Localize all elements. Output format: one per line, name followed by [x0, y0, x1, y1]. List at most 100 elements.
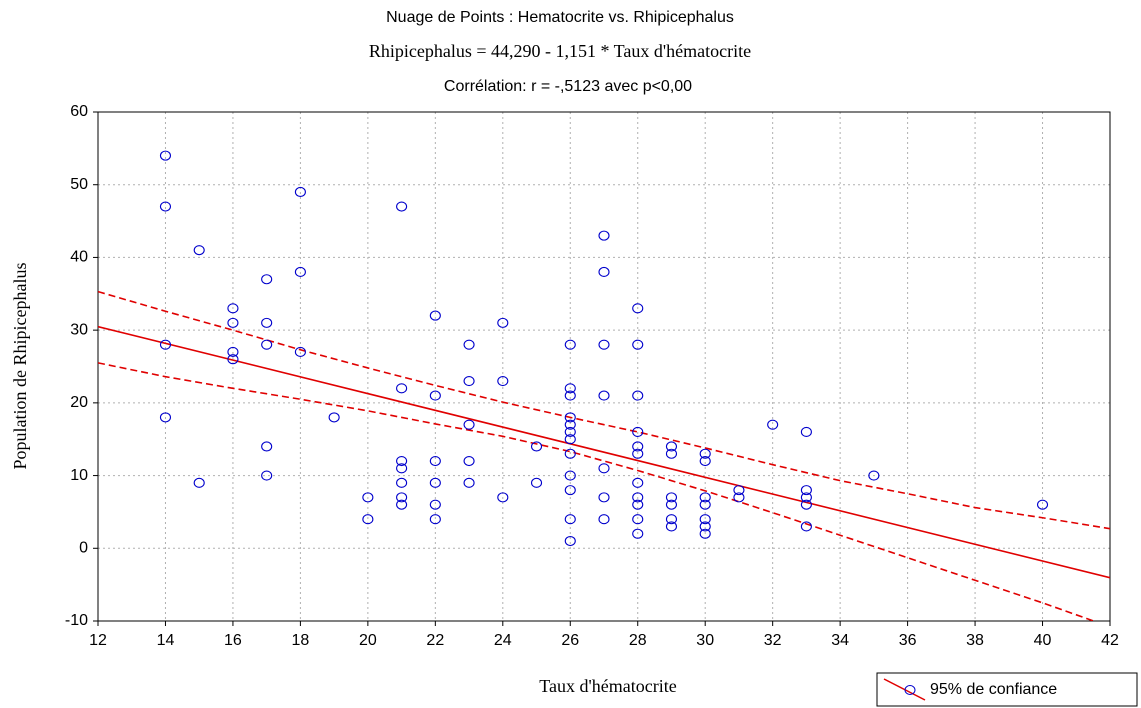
point — [497, 492, 509, 503]
point — [396, 383, 408, 394]
point — [564, 485, 576, 496]
x-tick-label: 28 — [629, 632, 647, 649]
point — [227, 346, 239, 358]
point — [193, 245, 205, 256]
legend-line — [883, 678, 926, 701]
legend-marker — [904, 685, 916, 695]
x-tick-label: 38 — [966, 632, 984, 649]
upper-line — [98, 290, 1110, 530]
fit-line — [98, 325, 1110, 579]
point — [632, 528, 644, 539]
point — [800, 499, 812, 510]
chart-subtitle: Rhipicephalus = 44,290 - 1,151 * Taux d'… — [369, 41, 751, 61]
point — [396, 499, 408, 510]
point — [665, 514, 678, 525]
annotation: Corrélation: r = -,5123 avec p<0,00 — [444, 78, 692, 95]
point — [396, 477, 408, 488]
point — [800, 492, 812, 503]
point — [699, 448, 711, 459]
x-tick-label: 26 — [561, 632, 579, 649]
point — [159, 201, 172, 212]
x-tick-label: 12 — [89, 632, 107, 649]
point — [699, 521, 711, 532]
point — [632, 499, 644, 510]
point — [564, 426, 576, 437]
point — [261, 470, 273, 481]
x-tick-label: 14 — [157, 632, 175, 649]
point — [564, 448, 576, 459]
y-tick-label: 40 — [70, 249, 88, 266]
x-tick-label: 24 — [494, 632, 512, 649]
point — [396, 463, 408, 474]
point — [362, 492, 374, 503]
point — [429, 390, 441, 401]
x-tick-label: 34 — [831, 632, 849, 649]
point — [564, 383, 576, 394]
point — [497, 375, 509, 387]
x-tick-label: 32 — [764, 632, 782, 649]
point — [699, 528, 711, 539]
point — [463, 375, 475, 387]
point — [429, 455, 441, 467]
point — [564, 339, 576, 350]
point — [598, 492, 610, 503]
point — [632, 303, 644, 314]
point — [632, 448, 644, 459]
point — [463, 455, 475, 467]
point — [800, 521, 812, 532]
point — [429, 514, 441, 525]
point — [733, 492, 745, 503]
y-tick-label: 10 — [70, 467, 88, 484]
point — [294, 266, 306, 278]
point — [396, 455, 408, 467]
point — [800, 485, 812, 496]
point — [294, 186, 306, 198]
plot-frame — [97, 111, 1111, 622]
point — [530, 477, 543, 488]
point — [632, 339, 644, 350]
point — [564, 535, 576, 547]
x-tick-label: 20 — [359, 632, 377, 649]
point — [564, 470, 576, 481]
point — [429, 477, 441, 488]
point — [598, 514, 610, 525]
y-tick-label: 60 — [70, 103, 88, 120]
point — [159, 339, 172, 350]
y-axis-label: Population de Rhipicephalus — [10, 263, 30, 470]
x-tick-label: 18 — [292, 632, 310, 649]
point — [1036, 499, 1049, 510]
point — [396, 201, 408, 212]
y-tick-label: 30 — [70, 321, 88, 338]
point — [193, 477, 205, 488]
point — [227, 303, 239, 314]
x-axis-label: Taux d'hématocrite — [539, 676, 676, 696]
point — [800, 426, 812, 437]
point — [396, 492, 408, 503]
point — [564, 412, 576, 423]
point — [362, 514, 374, 525]
x-tick-label: 22 — [426, 632, 444, 649]
point — [261, 339, 273, 350]
point — [463, 419, 475, 430]
point — [261, 274, 273, 285]
x-tick-label: 36 — [899, 632, 917, 649]
point — [598, 390, 610, 401]
point — [598, 230, 610, 241]
point — [632, 390, 644, 401]
point — [632, 514, 644, 525]
point — [733, 485, 745, 496]
point — [632, 441, 644, 452]
point — [429, 499, 441, 510]
point — [598, 339, 610, 350]
point — [429, 310, 441, 321]
point — [564, 419, 576, 430]
point — [463, 339, 475, 350]
point — [699, 514, 711, 525]
legend-label: 95% de confiance — [930, 681, 1057, 698]
x-tick-label: 42 — [1101, 632, 1119, 649]
point — [699, 455, 711, 467]
x-tick-label: 16 — [224, 632, 242, 649]
point — [665, 499, 678, 510]
point — [665, 492, 678, 503]
